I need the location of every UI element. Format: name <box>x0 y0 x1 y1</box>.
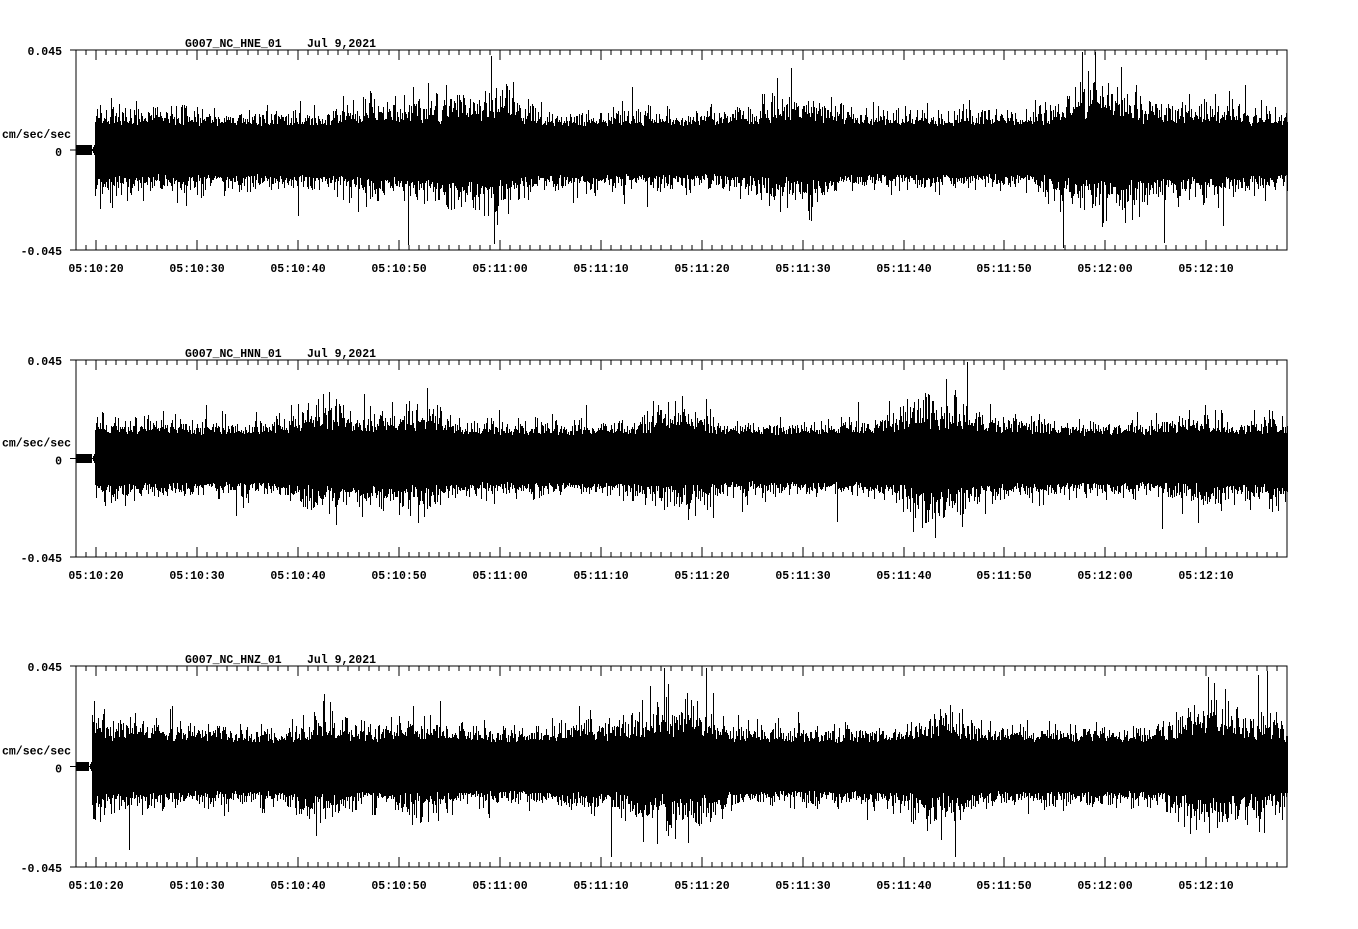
svg-text:05:11:10: 05:11:10 <box>573 570 628 583</box>
svg-text:05:11:10: 05:11:10 <box>573 263 628 276</box>
svg-text:05:11:50: 05:11:50 <box>976 880 1031 893</box>
svg-text:05:11:50: 05:11:50 <box>976 570 1031 583</box>
svg-text:05:11:00: 05:11:00 <box>472 570 527 583</box>
svg-text:Jul 9,2021: Jul 9,2021 <box>307 38 376 51</box>
svg-text:05:11:00: 05:11:00 <box>472 880 527 893</box>
svg-text:G007_NC_HNE_01: G007_NC_HNE_01 <box>185 38 282 51</box>
svg-text:05:11:30: 05:11:30 <box>775 263 830 276</box>
svg-text:05:11:20: 05:11:20 <box>674 570 729 583</box>
svg-text:05:11:20: 05:11:20 <box>674 880 729 893</box>
svg-text:05:11:40: 05:11:40 <box>876 263 931 276</box>
svg-text:-0.045: -0.045 <box>21 863 63 876</box>
svg-text:05:10:30: 05:10:30 <box>169 570 224 583</box>
svg-text:0: 0 <box>55 147 62 160</box>
svg-text:05:12:00: 05:12:00 <box>1077 263 1132 276</box>
svg-text:05:10:50: 05:10:50 <box>371 263 426 276</box>
svg-text:05:10:50: 05:10:50 <box>371 880 426 893</box>
svg-text:05:10:30: 05:10:30 <box>169 263 224 276</box>
svg-text:05:11:40: 05:11:40 <box>876 570 931 583</box>
svg-text:G007_NC_HNN_01: G007_NC_HNN_01 <box>185 348 282 361</box>
svg-text:05:11:10: 05:11:10 <box>573 880 628 893</box>
svg-text:0.045: 0.045 <box>27 356 62 369</box>
svg-text:05:12:10: 05:12:10 <box>1178 570 1233 583</box>
svg-text:0: 0 <box>55 764 62 777</box>
svg-text:05:11:40: 05:11:40 <box>876 880 931 893</box>
svg-text:Jul 9,2021: Jul 9,2021 <box>307 654 376 667</box>
svg-text:05:10:20: 05:10:20 <box>68 880 123 893</box>
svg-text:05:12:00: 05:12:00 <box>1077 570 1132 583</box>
svg-text:05:11:00: 05:11:00 <box>472 263 527 276</box>
svg-text:05:11:30: 05:11:30 <box>775 570 830 583</box>
svg-text:05:10:20: 05:10:20 <box>68 570 123 583</box>
svg-text:05:11:20: 05:11:20 <box>674 263 729 276</box>
svg-text:cm/sec/sec: cm/sec/sec <box>2 746 71 759</box>
svg-text:0.045: 0.045 <box>27 46 62 59</box>
svg-text:05:10:30: 05:10:30 <box>169 880 224 893</box>
svg-text:05:12:10: 05:12:10 <box>1178 880 1233 893</box>
svg-text:-0.045: -0.045 <box>21 246 63 259</box>
svg-text:0: 0 <box>55 456 62 469</box>
svg-text:05:10:40: 05:10:40 <box>270 263 325 276</box>
svg-text:05:10:40: 05:10:40 <box>270 570 325 583</box>
svg-text:-0.045: -0.045 <box>21 553 63 566</box>
svg-text:Jul 9,2021: Jul 9,2021 <box>307 348 376 361</box>
svg-text:05:12:00: 05:12:00 <box>1077 880 1132 893</box>
svg-text:05:11:30: 05:11:30 <box>775 880 830 893</box>
svg-text:05:11:50: 05:11:50 <box>976 263 1031 276</box>
svg-text:05:10:40: 05:10:40 <box>270 880 325 893</box>
svg-text:cm/sec/sec: cm/sec/sec <box>2 438 71 451</box>
svg-text:05:10:20: 05:10:20 <box>68 263 123 276</box>
svg-text:0.045: 0.045 <box>27 662 62 675</box>
svg-text:05:10:50: 05:10:50 <box>371 570 426 583</box>
svg-text:cm/sec/sec: cm/sec/sec <box>2 129 71 142</box>
svg-text:G007_NC_HNZ_01: G007_NC_HNZ_01 <box>185 654 282 667</box>
svg-text:05:12:10: 05:12:10 <box>1178 263 1233 276</box>
